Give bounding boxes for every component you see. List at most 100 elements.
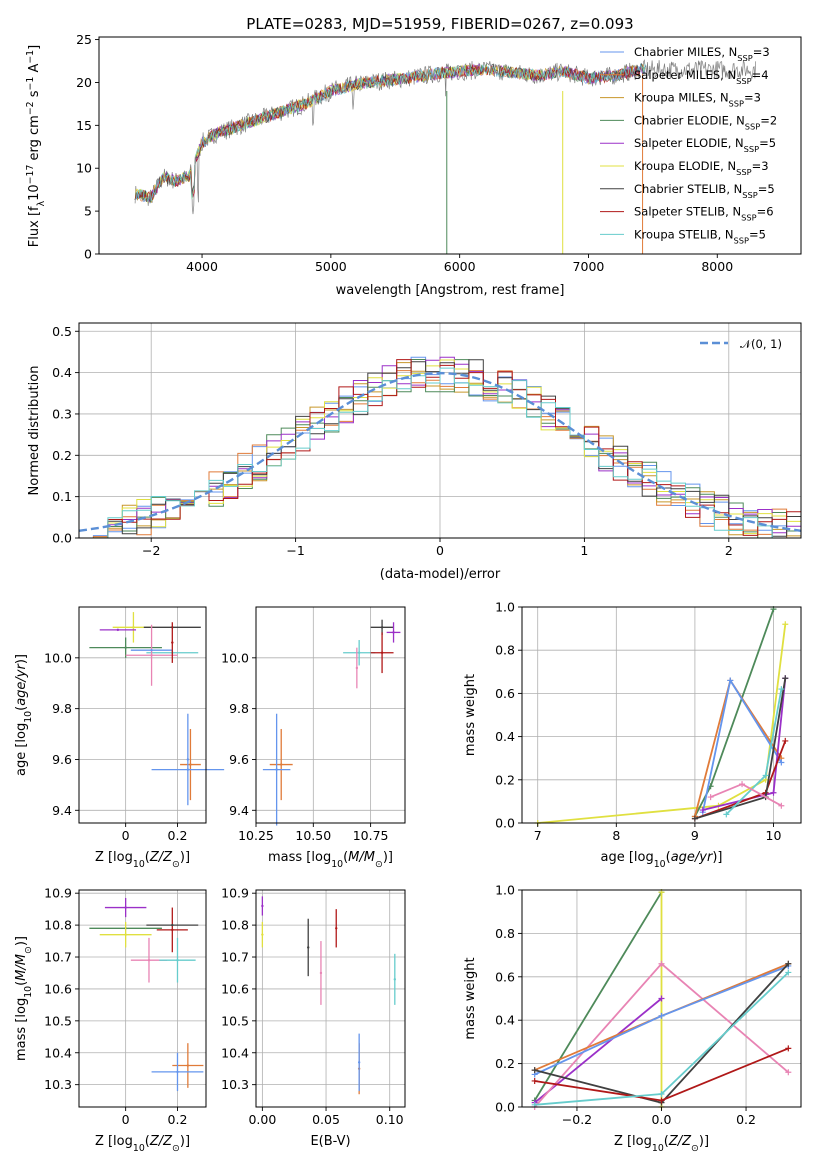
y-tick-label: 0.2 — [52, 448, 72, 463]
data-point — [125, 624, 178, 686]
data-point — [171, 622, 174, 663]
y-axis-label: age [log10(age/yr)] — [14, 654, 34, 776]
series-marker — [531, 1077, 538, 1084]
point-marker — [261, 933, 264, 936]
series-marker — [727, 677, 734, 684]
series-marker — [739, 781, 746, 788]
data-point — [104, 897, 147, 918]
plot-area — [262, 619, 401, 826]
series-marker — [785, 1045, 792, 1052]
series-marker — [762, 772, 769, 779]
y-tick-label: 10.0 — [221, 650, 249, 665]
panel-6: 0 0.2 10.3 10.4 10.5 10.6 10.7 10.8 10.9 Z [log10… — [14, 886, 207, 1154]
point-marker — [116, 628, 120, 632]
data-point — [262, 713, 291, 826]
point-marker — [275, 768, 278, 771]
x-tick-label: 7 — [534, 828, 542, 843]
y-tick-label: 1.0 — [495, 883, 515, 898]
legend-label: Salpeter ELODIE, NSSP=5 — [634, 136, 776, 154]
y-tick-label: 10.3 — [44, 1077, 72, 1092]
series-marker — [782, 675, 789, 682]
x-tick-label: −0.2 — [562, 1112, 592, 1127]
y-tick-label: 0.4 — [495, 729, 515, 744]
y-tick-label: 9.6 — [52, 752, 72, 767]
x-tick-label: 0.00 — [248, 1112, 276, 1127]
data-point — [393, 953, 397, 1005]
legend: Chabrier MILES, NSSP=3 Salpeter MILES, NS… — [600, 45, 777, 245]
data-point — [357, 1033, 361, 1092]
series-marker — [778, 802, 785, 809]
data-point — [261, 896, 264, 916]
data-point — [355, 647, 359, 689]
point-marker — [186, 758, 190, 761]
axes-frame — [98, 36, 802, 255]
chart-title: PLATE=0283, MJD=51959, FIBERID=0267, z=0… — [246, 15, 633, 33]
data-point — [151, 1052, 204, 1092]
series-marker — [723, 811, 730, 818]
y-tick-label: 9.8 — [229, 701, 249, 716]
data-point — [261, 921, 264, 948]
series-marker — [778, 759, 785, 766]
histogram-series — [79, 359, 801, 539]
point-marker — [380, 626, 384, 629]
model-spectrum-line — [134, 62, 646, 203]
normal-curve — [78, 371, 802, 532]
y-axis-label: Flux [fλ10−17 erg cm−2 s−1 A−1] — [25, 45, 47, 247]
panel-2: −2 −1 0 1 2 0.0 0.1 0.2 0.3 0.4 0.5 (data-model)/er… — [27, 322, 802, 582]
point-marker — [355, 666, 359, 670]
axes-frame — [255, 606, 406, 824]
data-point — [319, 941, 323, 1005]
x-axis-label: Z [log10(Z/Z⊙)] — [95, 1134, 190, 1154]
y-tick-label: 0.6 — [495, 686, 515, 701]
x-axis-label: Z [log10(Z/Z⊙)] — [95, 850, 190, 870]
point-marker — [393, 978, 397, 981]
x-tick-label: 0.2 — [736, 1112, 756, 1127]
y-axis-label: mass weight — [463, 674, 478, 756]
y-tick-label: 0.3 — [52, 406, 72, 421]
point-marker — [319, 971, 323, 975]
y-tick-label: 10.9 — [44, 886, 72, 901]
point-marker — [189, 763, 192, 766]
x-tick-label: 0.0 — [652, 1112, 672, 1127]
model-spectrum-line — [134, 64, 642, 201]
panel-5: 7 8 9 10 0.0 0.2 0.4 0.6 0.8 1.0 age [log10(age/yr… — [463, 600, 802, 870]
x-tick-label: 0.10 — [376, 1112, 404, 1127]
point-marker — [171, 641, 174, 644]
series-line — [534, 997, 663, 1104]
data-point — [186, 713, 190, 806]
data-point — [130, 649, 173, 652]
y-tick-label: 0.0 — [52, 531, 72, 546]
legend-label: Chabrier ELODIE, NSSP=2 — [634, 113, 777, 131]
panel-1: 4000 5000 6000 7000 8000 0 5 10 15 20 25 wavelength… — [25, 32, 802, 298]
series-marker — [707, 794, 714, 801]
series-marker — [785, 1069, 792, 1076]
data-point — [307, 918, 310, 977]
x-tick-label: 0 — [436, 543, 444, 558]
y-tick-label: 0 — [84, 247, 92, 262]
series-marker — [531, 1067, 538, 1074]
x-axis-label: E(B-V) — [310, 1134, 350, 1149]
x-tick-label: 2 — [725, 543, 733, 558]
point-marker — [335, 927, 338, 930]
legend-label: Salpeter MILES, NSSP=4 — [634, 68, 769, 86]
series-marker — [782, 621, 789, 628]
point-marker — [150, 654, 153, 657]
panel-4: 10.25 10.50 10.75 9.4 9.6 9.8 10.0 mass [log10(… — [221, 606, 406, 870]
y-tick-label: 10.8 — [221, 918, 249, 933]
x-tick-label: 0 — [122, 1112, 130, 1127]
x-tick-label: −2 — [142, 543, 160, 558]
series-marker — [770, 789, 777, 796]
y-tick-label: 9.4 — [229, 803, 249, 818]
series-marker — [658, 1097, 665, 1104]
x-tick-label: 0.2 — [168, 828, 188, 843]
y-tick-label: 0.1 — [52, 489, 72, 504]
point-marker — [261, 904, 264, 908]
data-point — [335, 909, 338, 948]
x-tick-label: −1 — [286, 543, 304, 558]
point-marker — [357, 651, 361, 654]
series-marker — [658, 1012, 665, 1019]
legend-label: Kroupa MILES, NSSP=3 — [634, 91, 761, 109]
x-axis-label: mass [log10(M/M⊙)] — [268, 850, 393, 870]
series-marker — [699, 807, 706, 814]
legend-label: Salpeter STELIB, NSSP=6 — [634, 205, 774, 223]
